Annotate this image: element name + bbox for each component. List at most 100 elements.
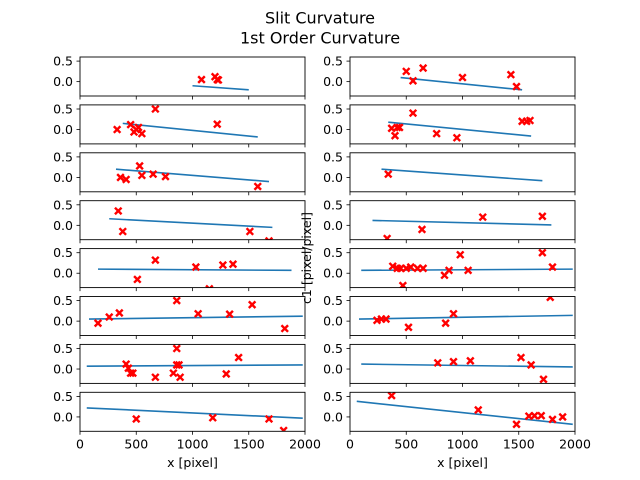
y-tick-label: 0.0 [323,362,343,377]
data-point [402,67,411,76]
data-point [280,324,289,333]
y-tick-label: 0.5 [53,197,73,212]
y-tick-label: 0.5 [323,149,343,164]
y-tick-label: 0.0 [323,170,343,185]
y-tick-label: 0.5 [53,102,73,117]
data-point [408,76,418,85]
data-point [137,129,147,138]
data-point [387,392,396,400]
data-point [406,262,415,272]
data-point [526,360,536,370]
fit-line [356,400,573,426]
subplot-2: 0.50.0 [323,54,576,100]
data-point [151,373,160,382]
data-point [222,369,231,379]
y-tick-label: 0.5 [53,54,73,69]
fit-line [115,168,270,183]
data-point [449,357,458,366]
data-point [418,63,428,73]
data-point [418,264,428,273]
subplot-7: 0.50.0 [53,197,306,244]
y-tick-label: 0.0 [323,314,343,329]
subplot-5: 0.50.0 [53,149,306,196]
data-point [417,225,427,234]
axes-frame [79,391,306,432]
subplot-11: 0.50.0 [53,293,306,339]
data-point [404,323,413,332]
subplot-8: 0.50.0 [323,197,576,244]
data-point [112,125,122,134]
data-point [114,206,123,216]
data-point [137,171,147,180]
data-point [247,300,257,309]
data-point [558,412,567,422]
data-point [279,426,288,432]
data-point [197,75,206,84]
data-point [115,308,124,318]
axes-frame [79,248,306,289]
data-point [148,169,158,179]
data-point [444,266,454,275]
data-point [161,172,170,181]
data-point [525,116,535,125]
fit-line [372,219,552,226]
plot-area [356,392,573,429]
data-point [218,260,228,270]
data-point [205,284,214,288]
data-point [398,281,408,288]
subplot-4: 0.50.0 [323,102,576,148]
y-tick-label: 0.0 [323,409,343,424]
axes-frame [79,200,306,241]
data-point [474,405,483,415]
data-point [548,262,557,272]
y-tick-label: 0.0 [323,122,343,137]
data-point [539,375,548,384]
plot-area [192,72,249,91]
subplot-12: 0.50.0 [323,293,576,339]
data-point [538,248,547,257]
subplot-6: 0.50.0 [323,149,576,196]
data-point [393,123,402,132]
plot-area [358,296,573,332]
data-point [512,420,521,429]
subplot-13: 0.50.0 [53,341,306,387]
data-point [121,359,131,369]
data-point [530,411,539,420]
plot-area [361,353,573,384]
plot-area [109,206,274,240]
y-tick-label: 0.0 [323,218,343,233]
x-tick-label: 0 [346,436,354,451]
data-point [458,73,467,82]
data-point [128,368,138,378]
y-tick-label: 0.5 [323,341,343,356]
plot-area [112,104,258,138]
y-tick-label: 0.0 [53,74,73,89]
plot-area [86,407,303,432]
x-tick-label: 500 [394,436,418,451]
subplot-grid: 0.50.00.50.00.50.00.50.00.50.00.50.00.50… [53,54,591,452]
data-point [466,356,475,365]
fit-line [388,121,532,137]
data-point [172,296,181,305]
y-tick-label: 0.5 [53,149,73,164]
plot-area [372,212,552,240]
y-tick-label: 0.5 [323,293,343,308]
y-tick-label: 0.0 [53,266,73,281]
y-tick-label: 0.5 [53,389,73,404]
data-point [384,169,393,179]
data-point [264,236,274,240]
subplot-15: 0.5 0.00 500 1000 1500 2000 [53,389,321,451]
plot-area [97,255,292,288]
data-point [134,123,143,132]
data-point [390,131,400,140]
y-tick-label: 0.0 [53,362,73,377]
data-point [116,173,125,182]
fit-line [381,168,543,182]
plot-area [361,248,573,288]
x-tick-label: 1500 [233,436,265,451]
x-tick-label: 1000 [447,436,479,451]
data-point [208,413,217,422]
data-point [175,373,185,382]
plot-area [400,63,523,91]
y-tick-label: 0.0 [323,74,343,89]
